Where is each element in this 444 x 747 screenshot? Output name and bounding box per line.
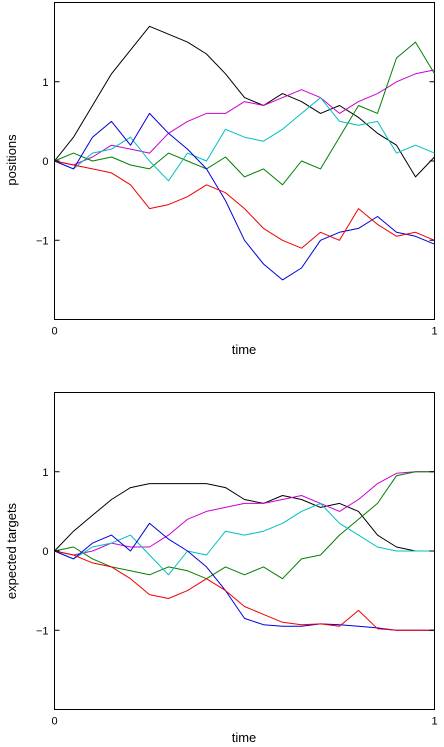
positions-series-blue — [54, 112, 435, 281]
positions-series-group — [54, 25, 435, 281]
expected-targets-xtick-label: 0 — [51, 716, 57, 728]
expected-targets-ytick-label: 1 — [42, 467, 48, 479]
positions-chart: 0 1 −1 0 1 time positions — [4, 2, 438, 357]
positions-plot-frame — [54, 2, 435, 320]
expected-targets-ticks: 0 1 −1 0 1 — [36, 392, 438, 728]
expected-targets-series-group — [54, 471, 435, 631]
positions-xtick-label: 1 — [431, 326, 437, 338]
positions-series-green — [54, 41, 435, 186]
positions-xlabel: time — [232, 342, 257, 357]
expected-targets-series-black — [54, 483, 435, 552]
expected-targets-xlabel: time — [232, 730, 257, 745]
expected-targets-ytick-label: −1 — [36, 625, 49, 637]
positions-ytick-label: 1 — [42, 77, 48, 89]
expected-targets-chart: 0 1 −1 0 1 time expected targets — [4, 392, 438, 745]
expected-targets-series-cyan — [54, 502, 435, 576]
positions-series-cyan — [54, 97, 435, 182]
expected-targets-ylabel: expected targets — [4, 502, 19, 599]
positions-ticks: 0 1 −1 0 1 — [36, 2, 438, 338]
positions-ytick-label: −1 — [36, 235, 49, 247]
expected-targets-ytick-label: 0 — [42, 546, 48, 558]
positions-series-black — [54, 25, 435, 178]
positions-series-red — [54, 160, 435, 249]
positions-series-magenta — [54, 69, 435, 166]
expected-targets-xtick-label: 1 — [431, 716, 437, 728]
expected-targets-series-magenta — [54, 471, 435, 556]
positions-ytick-label: 0 — [42, 156, 48, 168]
positions-ylabel: positions — [4, 134, 19, 186]
expected-targets-series-green — [54, 471, 435, 580]
expected-targets-series-blue — [54, 522, 435, 631]
positions-xtick-label: 0 — [51, 326, 57, 338]
expected-targets-series-red — [54, 550, 435, 631]
expected-targets-plot-frame — [54, 392, 435, 710]
